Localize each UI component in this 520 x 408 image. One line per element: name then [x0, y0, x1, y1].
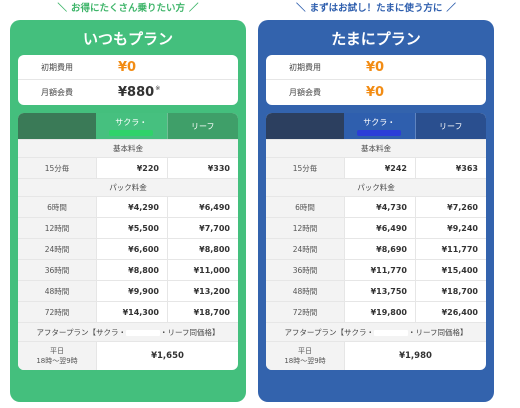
initial-fee-value: ¥0	[118, 59, 137, 75]
monthly-fee-value: ¥0	[366, 85, 385, 100]
table-row: 15分毎 ¥242 ¥363	[266, 157, 486, 178]
col-sakura: サクラ・	[96, 113, 167, 139]
col-sakura: サクラ・	[344, 113, 415, 139]
col-reef: リーフ	[414, 113, 486, 139]
plan-tagline: ＼ まずはお試し！たまに使う方に／	[296, 3, 456, 14]
after-plan-heading: アフタープラン【サクラ・ ・リーフ同価格】	[18, 322, 238, 341]
table-row: 36時間 ¥8,800 ¥11,000	[18, 259, 238, 280]
table-row: 15分毎 ¥220 ¥330	[18, 157, 238, 178]
plan-itsumo: ＼ お得にたくさん乗りたい方／ いつもプラン 初期費用 ¥0 月額会費 ¥880※…	[10, 0, 246, 402]
table-row: 12時間 ¥5,500 ¥7,700	[18, 217, 238, 238]
monthly-fee-value: ¥880※	[118, 85, 161, 100]
monthly-fee-note: ※	[155, 85, 161, 92]
plan-tagline: ＼ お得にたくさん乗りたい方／	[57, 3, 199, 14]
table-row: 6時間 ¥4,290 ¥6,490	[18, 196, 238, 217]
table-row: 36時間 ¥11,770 ¥15,400	[266, 259, 486, 280]
fees-box: 初期費用 ¥0 月額会費 ¥880※	[18, 55, 238, 105]
initial-fee-label: 初期費用	[41, 62, 73, 72]
after-plan-heading: アフタープラン【サクラ・ ・リーフ同価格】	[266, 322, 486, 341]
initial-fee-row: 初期費用 ¥0	[266, 55, 486, 80]
col-reef: リーフ	[166, 113, 238, 139]
price-table: サクラ・ リーフ 基本料金 15分毎 ¥220 ¥330 パック料金 6時間 ¥4…	[18, 113, 238, 370]
table-row: 72時間 ¥14,300 ¥18,700	[18, 301, 238, 322]
plan-title: いつもプラン	[82, 30, 173, 48]
basic-fee-heading: 基本料金	[18, 139, 238, 157]
table-row: 24時間 ¥8,690 ¥11,770	[266, 238, 486, 259]
monthly-fee-label: 月額会費	[41, 88, 73, 97]
fees-box: 初期費用 ¥0 月額会費 ¥0	[266, 55, 486, 105]
plan-tamani: ＼ まずはお試し！たまに使う方に／ たまにプラン 初期費用 ¥0 月額会費 ¥0 …	[258, 0, 494, 402]
table-header: サクラ・ リーフ	[266, 113, 486, 139]
monthly-fee-label: 月額会費	[289, 88, 321, 97]
plan-card: たまにプラン 初期費用 ¥0 月額会費 ¥0 サクラ・ リーフ 基本料金 15分…	[258, 20, 494, 402]
monthly-fee-row: 月額会費 ¥0	[266, 80, 486, 105]
plan-card: いつもプラン 初期費用 ¥0 月額会費 ¥880※ サクラ・ リーフ 基本料金 …	[10, 20, 246, 402]
after-plan-row: 平日 18時～翌9時 ¥1,980	[266, 341, 486, 370]
pack-fee-heading: パック料金	[266, 178, 486, 196]
table-row: 72時間 ¥19,800 ¥26,400	[266, 301, 486, 322]
monthly-fee-row: 月額会費 ¥880※	[18, 80, 238, 105]
table-row: 48時間 ¥9,900 ¥13,200	[18, 280, 238, 301]
table-row: 6時間 ¥4,730 ¥7,260	[266, 196, 486, 217]
basic-fee-heading: 基本料金	[266, 139, 486, 157]
car-name-bar	[109, 129, 154, 136]
plan-title: たまにプラン	[331, 30, 421, 48]
price-table: サクラ・ リーフ 基本料金 15分毎 ¥242 ¥363 パック料金 6時間 ¥4…	[266, 113, 486, 370]
initial-fee-value: ¥0	[366, 59, 385, 75]
table-row: 48時間 ¥13,750 ¥18,700	[266, 280, 486, 301]
initial-fee-label: 初期費用	[289, 62, 321, 72]
pack-fee-heading: パック料金	[18, 178, 238, 196]
table-row: 12時間 ¥6,490 ¥9,240	[266, 217, 486, 238]
after-plan-row: 平日 18時～翌9時 ¥1,650	[18, 341, 238, 370]
initial-fee-row: 初期費用 ¥0	[18, 55, 238, 80]
table-row: 24時間 ¥6,600 ¥8,800	[18, 238, 238, 259]
table-header: サクラ・ リーフ	[18, 113, 238, 139]
car-name-bar	[357, 129, 402, 136]
